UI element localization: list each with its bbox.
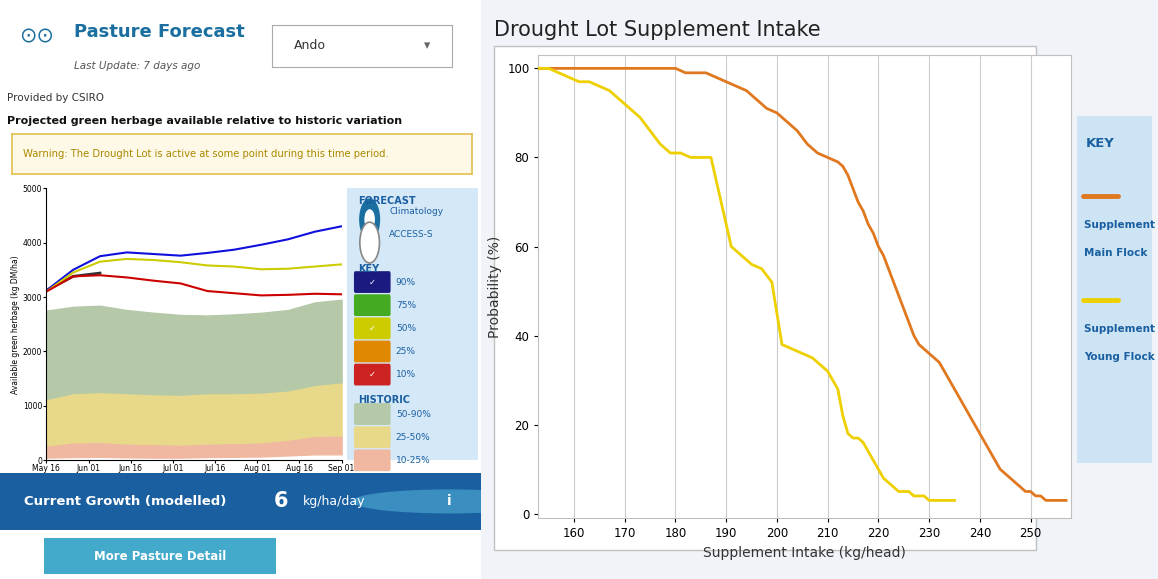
Text: Pasture Forecast: Pasture Forecast bbox=[74, 23, 245, 41]
Text: Projected green herbage available relative to historic variation: Projected green herbage available relati… bbox=[7, 116, 402, 126]
Text: 10%: 10% bbox=[396, 370, 416, 379]
Text: 25%: 25% bbox=[396, 347, 416, 356]
Text: Ando: Ando bbox=[294, 39, 325, 52]
Text: FORECAST: FORECAST bbox=[358, 196, 416, 206]
Text: ⊙⊙: ⊙⊙ bbox=[20, 26, 54, 46]
FancyBboxPatch shape bbox=[354, 271, 390, 293]
FancyBboxPatch shape bbox=[354, 364, 390, 386]
Circle shape bbox=[360, 222, 380, 263]
Text: kg/ha/day: kg/ha/day bbox=[302, 495, 365, 508]
Circle shape bbox=[365, 210, 374, 229]
Text: 50%: 50% bbox=[396, 324, 416, 333]
Text: ✓: ✓ bbox=[368, 277, 375, 287]
Text: 10-25%: 10-25% bbox=[396, 456, 431, 465]
Text: Climatology: Climatology bbox=[389, 207, 444, 216]
FancyBboxPatch shape bbox=[354, 403, 390, 425]
FancyBboxPatch shape bbox=[354, 317, 390, 339]
Text: Young Flock: Young Flock bbox=[1084, 352, 1156, 362]
FancyBboxPatch shape bbox=[354, 294, 390, 316]
Circle shape bbox=[353, 490, 545, 513]
Text: KEY: KEY bbox=[358, 265, 379, 274]
FancyBboxPatch shape bbox=[354, 449, 390, 471]
Text: Main Flock: Main Flock bbox=[1084, 248, 1148, 258]
Text: ✓: ✓ bbox=[368, 324, 375, 333]
Circle shape bbox=[360, 199, 380, 240]
Text: 50-90%: 50-90% bbox=[396, 409, 431, 419]
FancyBboxPatch shape bbox=[494, 46, 1036, 550]
Text: Current Growth (modelled): Current Growth (modelled) bbox=[24, 495, 227, 508]
Text: Drought Lot Supplement Intake: Drought Lot Supplement Intake bbox=[494, 20, 821, 41]
Y-axis label: Probability (%): Probability (%) bbox=[488, 236, 501, 338]
Text: Last Update: 7 days ago: Last Update: 7 days ago bbox=[74, 61, 200, 71]
Y-axis label: Available green herbage (kg DM/ha): Available green herbage (kg DM/ha) bbox=[10, 255, 20, 394]
Text: Warning: The Drought Lot is active at some point during this time period.: Warning: The Drought Lot is active at so… bbox=[23, 149, 389, 159]
X-axis label: Supplement Intake (kg/head): Supplement Intake (kg/head) bbox=[703, 546, 907, 560]
FancyBboxPatch shape bbox=[354, 426, 390, 448]
Text: i: i bbox=[447, 494, 452, 508]
Text: 75%: 75% bbox=[396, 301, 416, 310]
Text: 25-50%: 25-50% bbox=[396, 433, 431, 442]
Text: More Pasture Detail: More Pasture Detail bbox=[94, 549, 226, 563]
Text: KEY: KEY bbox=[1086, 137, 1115, 149]
Text: Supplement 1: Supplement 1 bbox=[1084, 324, 1158, 334]
FancyBboxPatch shape bbox=[354, 340, 390, 362]
Text: ▾: ▾ bbox=[424, 39, 430, 52]
Text: ACCESS-S: ACCESS-S bbox=[389, 230, 434, 239]
Text: Provided by CSIRO: Provided by CSIRO bbox=[7, 93, 104, 102]
Text: ✓: ✓ bbox=[368, 370, 375, 379]
Text: HISTORIC: HISTORIC bbox=[358, 395, 410, 405]
Text: 6: 6 bbox=[274, 492, 288, 511]
Text: Supplement 1: Supplement 1 bbox=[1084, 220, 1158, 230]
Text: 90%: 90% bbox=[396, 277, 416, 287]
